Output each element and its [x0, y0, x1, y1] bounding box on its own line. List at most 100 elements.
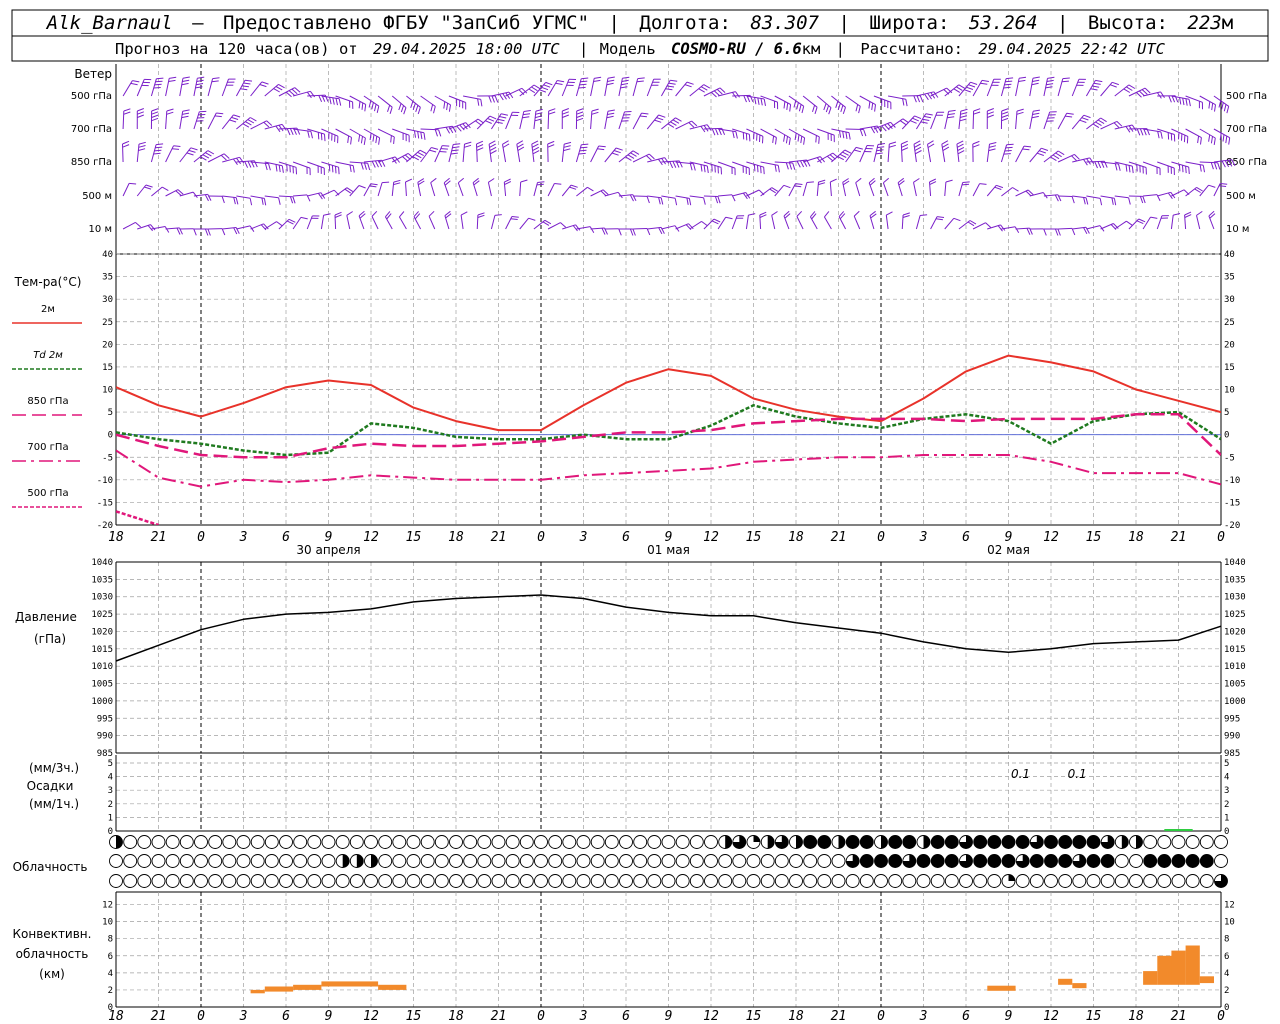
cloud-circle [434, 874, 449, 888]
precip-ytick-right: 1 [1224, 813, 1229, 823]
wind-barb-flag [686, 81, 694, 85]
wind-barb-flag [719, 87, 726, 93]
wind-barb-flag [464, 141, 472, 145]
temperature-ytick-left: 30 [102, 295, 113, 305]
wind-barb [377, 182, 383, 197]
cloud-circle [562, 874, 577, 888]
convective-ytick-right: 12 [1224, 901, 1235, 911]
wind-barb-flag [587, 186, 594, 192]
pressure-ytick-left: 1000 [91, 697, 113, 707]
wind-barb-flag [1071, 155, 1077, 161]
wind-barb-flag [476, 147, 484, 151]
wind-barb-flag [192, 191, 198, 198]
wind-barb [1001, 187, 1013, 197]
wind-barb [944, 181, 947, 197]
wind-barb-flag [135, 222, 142, 228]
cloud-circle [647, 874, 662, 888]
cloud-fill-partial [732, 835, 746, 849]
wind-barb-flag [1199, 164, 1202, 172]
wind-barb-flag [785, 136, 788, 144]
wind-barb-flag [1112, 81, 1119, 86]
cloud-circle [548, 874, 563, 888]
cloud-circle [392, 854, 407, 868]
wind-barb [661, 195, 676, 199]
pressure-ytick-right: 1035 [1224, 575, 1246, 585]
wind-barb-flag [1138, 90, 1145, 97]
wind-barb [689, 195, 704, 199]
lon-label: Долгота: [639, 12, 731, 34]
wind-barb-flag [1095, 79, 1103, 83]
wind-barb-flag [548, 111, 556, 115]
precip-unit3: (мм/3ч.) [29, 761, 79, 775]
wind-barb [547, 80, 558, 97]
wind-barb-flag [156, 143, 164, 146]
wind-barb-flag [443, 101, 446, 109]
wind-barb-flag [490, 150, 497, 155]
wind-barb-flag [1041, 147, 1049, 151]
wind-barb-flag [472, 177, 479, 183]
pressure-ytick-left: 1025 [91, 610, 113, 620]
wind-barb-flag [193, 228, 197, 236]
cloud-fill-partial [1016, 854, 1030, 868]
wind-barb-flag [541, 86, 549, 91]
cloud-circle [293, 835, 308, 849]
wind-barb-flag [405, 178, 413, 183]
cloud-circle [208, 835, 223, 849]
wind-barb-flag [1182, 165, 1184, 173]
wind-barb-flag [263, 198, 267, 206]
wind-barb-flag [988, 145, 997, 148]
wind-barb-flag [783, 184, 791, 189]
wind-barb-flag [459, 124, 465, 131]
wind-barb-flag [247, 119, 255, 124]
cloud-circle [434, 835, 449, 849]
wind-barb-flag [1214, 162, 1218, 170]
temperature-ytick-left: 25 [102, 318, 113, 328]
cloud-circle [944, 874, 959, 888]
wind-barb-flag [1208, 134, 1211, 142]
wind-barb-flag [212, 77, 220, 80]
wind-barb-flag [675, 117, 682, 122]
convective-title-1: Конвективн. [13, 927, 92, 941]
hour-tick-label: 6 [962, 530, 970, 545]
wind-barb-flag [244, 79, 253, 82]
wind-barb-flag [759, 211, 767, 216]
wind-barb-flag [937, 216, 945, 218]
cloud-panel [109, 835, 1228, 888]
wind-barb-flag [961, 183, 970, 186]
wind-barb-flag [1055, 152, 1062, 158]
hour-tick-label: 0 [197, 530, 205, 545]
wind-barb-flag [818, 136, 820, 144]
wind-barb-flag [233, 114, 241, 118]
cloud-circle [817, 854, 832, 868]
cloud-circle [661, 854, 676, 868]
wind-barb-flag [387, 105, 391, 112]
cloud-circle [151, 835, 166, 849]
cloud-fill-partial [1101, 835, 1115, 849]
wind-barb-flag [1178, 132, 1180, 140]
wind-barb-flag [1032, 79, 1040, 82]
wind-barb-flag [902, 98, 905, 106]
wind-barb-flag [476, 144, 484, 148]
cloud-fill-partial [796, 835, 803, 849]
wind-barb-flag [200, 156, 207, 161]
cloud-circle [519, 854, 534, 868]
wind-barb-flag [688, 198, 692, 206]
wind-barb-flag [901, 143, 909, 148]
cloud-circle [179, 854, 194, 868]
wind-barb-flag [452, 146, 460, 149]
wind-barb-flag [956, 140, 964, 145]
temperature-ytick-right: 0 [1224, 431, 1229, 441]
wind-barb-flag [1214, 104, 1216, 112]
wind-barb-flag [1022, 148, 1030, 151]
wind-barb-flag [1094, 161, 1098, 169]
cloud-circle [1015, 874, 1030, 888]
wind-barb [320, 215, 325, 230]
wind-barb-flag [1032, 76, 1040, 79]
wind-barb-flag [988, 148, 996, 152]
wind-barb-flag [870, 213, 877, 219]
wind-barb-flag [748, 134, 751, 142]
cloud-circle [165, 874, 180, 888]
wind-barb-flag [562, 108, 569, 112]
cloud-fill-partial [838, 835, 845, 849]
alt-value: 223 [1187, 12, 1221, 34]
